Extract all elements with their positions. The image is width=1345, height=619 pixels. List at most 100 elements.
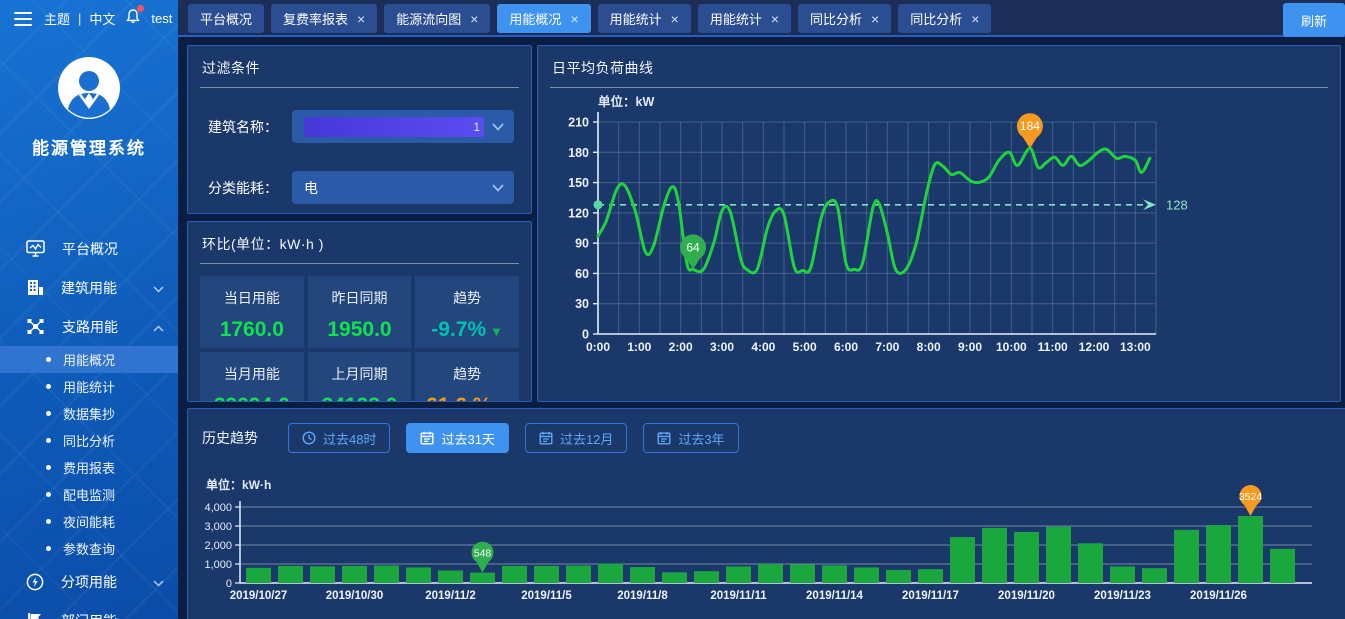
sidebar-subitem-配电监测[interactable]: 配电监测 (0, 481, 178, 508)
tab-label: 复费率报表 (283, 9, 348, 28)
tab-用能统计[interactable]: 用能统计× (698, 4, 791, 33)
button-label: 过去3年 (678, 429, 724, 448)
bar-2019/11/21 (1046, 527, 1071, 583)
sidebar-item-分项用能[interactable]: 分项用能 (0, 562, 178, 601)
user-menu[interactable]: test (151, 11, 172, 26)
bar-2019/11/13 (790, 564, 815, 583)
calendar-icon (420, 431, 434, 445)
stat-value: -9.7%▼ (415, 318, 519, 342)
sidebar-item-平台概况[interactable]: 平台概况 (0, 229, 178, 268)
sidebar-subitem-费用报表[interactable]: 费用报表 (0, 454, 178, 481)
svg-text:2019/11/14: 2019/11/14 (806, 590, 864, 602)
theme-link[interactable]: 主题 (44, 9, 70, 28)
bar-2019/11/24 (1142, 568, 1167, 583)
svg-text:120: 120 (568, 206, 589, 220)
tab-用能概况[interactable]: 用能概况× (497, 4, 590, 33)
bullet-icon (46, 492, 51, 497)
bar-2019/11/19 (982, 528, 1007, 583)
history-range-button-过去48时[interactable]: 过去48时 (288, 423, 390, 453)
bar-2019/10/29 (310, 566, 335, 583)
history-range-button-过去3年[interactable]: 过去3年 (643, 423, 738, 453)
sidebar-subitem-用能概况[interactable]: 用能概况 (0, 346, 178, 373)
svg-text:1:00: 1:00 (627, 340, 651, 354)
sidebar-item-建筑用能[interactable]: 建筑用能 (0, 268, 178, 307)
svg-text:2019/11/2: 2019/11/2 (425, 590, 476, 602)
stat-value: 61.6 %▲ (415, 394, 519, 402)
building-name-select[interactable]: 1 (292, 110, 514, 143)
menu-label: 分项用能 (61, 572, 117, 592)
svg-text:2019/10/30: 2019/10/30 (326, 590, 384, 602)
tab-label: 同比分析 (910, 9, 962, 28)
submenu-label: 用能统计 (63, 377, 115, 396)
tab-用能统计[interactable]: 用能统计 × (598, 4, 691, 33)
svg-text:2:00: 2:00 (669, 340, 693, 354)
tab-label: 同比分析 (810, 9, 862, 28)
tab-同比分析[interactable]: 同比分析 × (798, 4, 891, 33)
menu-label: 部门用能 (61, 611, 117, 619)
svg-text:3,000: 3,000 (204, 521, 232, 533)
bar-2019/11/6 (566, 566, 591, 583)
bullet-icon (46, 411, 51, 416)
tab-close-icon[interactable]: × (470, 12, 478, 26)
select-chevron-down-icon (492, 184, 504, 192)
svg-text:64: 64 (686, 240, 700, 254)
svg-text:90: 90 (575, 237, 589, 251)
tab-能源流向图[interactable]: 能源流向图× (384, 4, 490, 33)
stat-cell-昨日同期: 昨日同期1950.0 (308, 276, 412, 348)
sidebar-subitem-用能统计[interactable]: 用能统计 (0, 373, 178, 400)
svg-text:7:00: 7:00 (875, 340, 899, 354)
svg-text:8:00: 8:00 (917, 340, 941, 354)
svg-text:1,000: 1,000 (204, 559, 232, 571)
svg-text:3524: 3524 (1239, 491, 1263, 503)
svg-text:13:00: 13:00 (1120, 340, 1151, 354)
main-content: 过滤条件 建筑名称： 1 分类能耗： 电 (178, 39, 1345, 619)
tab-平台概况[interactable]: 平台概况 (188, 4, 264, 33)
history-range-button-过去12月[interactable]: 过去12月 (525, 423, 627, 453)
tab-close-icon[interactable]: × (771, 12, 779, 26)
stat-label: 上月同期 (308, 364, 412, 384)
tab-复费率报表[interactable]: 复费率报表 × (271, 4, 377, 33)
history-range-button-过去31天[interactable]: 过去31天 (406, 423, 508, 453)
tab-close-icon[interactable]: × (671, 12, 679, 26)
sidebar-subitem-同比分析[interactable]: 同比分析 (0, 427, 178, 454)
bar-2019/11/15 (854, 567, 879, 583)
refresh-button[interactable]: 刷新 (1283, 3, 1345, 37)
tab-close-icon[interactable]: × (570, 12, 578, 26)
tab-close-icon[interactable]: × (871, 12, 879, 26)
tab-同比分析[interactable]: 同比分析 × (898, 4, 991, 33)
notification-bell-icon[interactable] (125, 8, 141, 30)
ring-compare-grid: 当日用能1760.0昨日同期1950.0趋势-9.7%▼当月用能39094.0上… (200, 276, 519, 402)
sidebar-item-支路用能[interactable]: 支路用能 (0, 307, 178, 346)
svg-text:548: 548 (474, 548, 492, 560)
energy-category-select[interactable]: 电 (292, 171, 514, 204)
tab-strip: 平台概况复费率报表×能源流向图×用能概况×用能统计×用能统计×同比分析×同比分析… (178, 0, 1275, 33)
sidebar-item-部门用能[interactable]: 部门用能 (0, 601, 178, 619)
chevron-down-icon (153, 580, 164, 587)
user-avatar[interactable] (58, 57, 120, 119)
topbar-separator: | (78, 11, 81, 26)
stat-label: 当日用能 (200, 288, 304, 308)
bullet-icon (46, 465, 51, 470)
tab-close-icon[interactable]: × (357, 12, 365, 26)
tab-label: 用能统计 (610, 9, 662, 28)
history-trend-panel: 历史趋势 过去48时过去31天过去12月过去3年 单位：kW·h01,0002,… (187, 408, 1345, 619)
sidebar-subitem-参数查询[interactable]: 参数查询 (0, 535, 178, 562)
notification-badge (137, 5, 144, 12)
bar-2019/11/4 (502, 566, 527, 583)
history-title: 历史趋势 (202, 428, 258, 448)
bar-2019/10/30 (342, 566, 367, 583)
tab-close-icon[interactable]: × (971, 12, 979, 26)
ring-compare-title: 环比(单位：kW·h ) (200, 232, 519, 264)
stat-cell-趋势: 趋势61.6 %▲ (415, 352, 519, 402)
building-name-redacted-value: 1 (304, 117, 484, 137)
sidebar-subitem-夜间能耗[interactable]: 夜间能耗 (0, 508, 178, 535)
sidebar-subitem-数据集抄[interactable]: 数据集抄 (0, 400, 178, 427)
history-header: 历史趋势 过去48时过去31天过去12月 过去3年 (200, 419, 1345, 455)
hamburger-menu-icon[interactable] (14, 12, 32, 26)
filter-panel-title: 过滤条件 (200, 56, 519, 88)
svg-text:10:00: 10:00 (996, 340, 1027, 354)
app-title: 能源管理系统 (0, 134, 178, 159)
chevron-up-icon (153, 325, 164, 332)
language-link[interactable]: 中文 (89, 9, 115, 28)
submenu-label: 夜间能耗 (63, 512, 115, 531)
